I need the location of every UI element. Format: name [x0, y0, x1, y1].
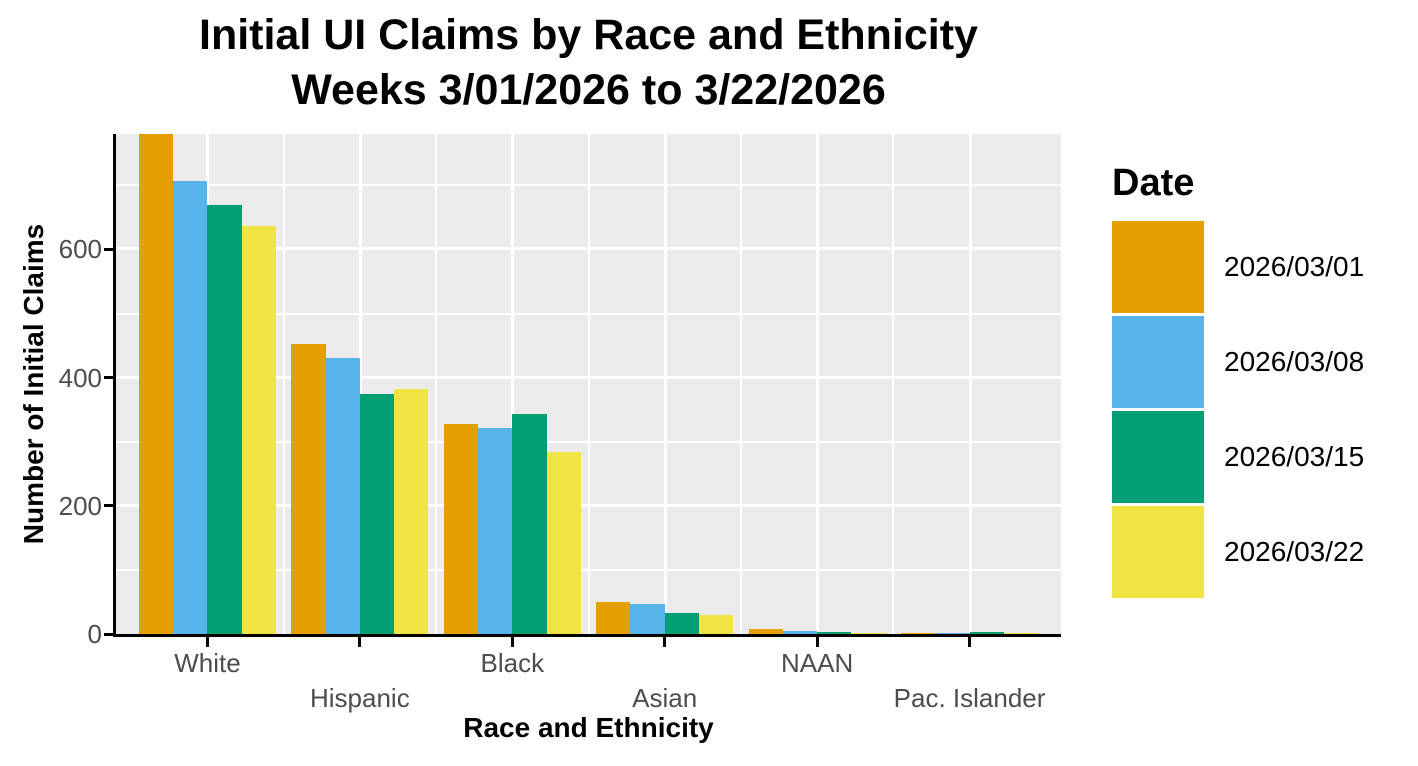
legend-entry: 2026/03/22: [1112, 506, 1412, 598]
bar-hispanic-2026-03-01: [291, 344, 326, 634]
bar-white-2026-03-22: [241, 225, 277, 634]
y-axis-line: [113, 134, 116, 637]
y-tick-label: 600: [58, 234, 102, 265]
y-tick-mark: [104, 247, 114, 251]
bar-asian-2026-03-01: [596, 601, 631, 634]
bar-hispanic-2026-03-15: [359, 394, 395, 634]
x-tick-mark: [205, 637, 209, 647]
x-axis-title: Race and Ethnicity: [463, 712, 714, 743]
y-tick-label: 0: [87, 619, 102, 649]
x-category-label-white: White: [174, 648, 241, 678]
bar-white-2026-03-01: [138, 134, 174, 634]
x-tick-mark: [358, 637, 362, 647]
bar-asian-2026-03-15: [664, 612, 699, 634]
bar-pac-islander-2026-03-22: [1003, 632, 1039, 634]
x-tick-mark: [510, 637, 514, 647]
legend-entry: 2026/03/01: [1112, 221, 1412, 313]
x-tick-mark: [968, 637, 972, 647]
bar-black-2026-03-01: [443, 423, 478, 634]
legend-label: 2026/03/01: [1224, 251, 1365, 282]
bar-white-2026-03-08: [173, 180, 208, 634]
chart-title-line2: Weeks 3/01/2026 to 3/22/2026: [291, 66, 886, 114]
gridline: [892, 134, 895, 634]
gridline: [511, 134, 515, 634]
legend-entry: 2026/03/08: [1112, 316, 1412, 408]
x-axis-line: [113, 634, 1061, 637]
legend-swatch-2026-03-15: [1112, 411, 1204, 503]
gridline: [663, 134, 667, 634]
gridline: [435, 134, 438, 634]
bar-white-2026-03-15: [207, 204, 242, 634]
gridline: [968, 134, 972, 634]
legend-label: 2026/03/22: [1224, 536, 1365, 567]
gridline: [816, 134, 820, 634]
gridline: [739, 134, 742, 634]
bar-naan-2026-03-22: [851, 632, 886, 634]
bar-black-2026-03-08: [477, 427, 513, 634]
bar-hispanic-2026-03-08: [325, 357, 360, 634]
x-category-label-asian: Asian: [632, 683, 698, 713]
legend-swatch-2026-03-08: [1112, 316, 1204, 408]
chart-title: Initial UI Claims by Race and Ethnicity …: [116, 8, 1061, 118]
bar-pac-islander-2026-03-15: [969, 632, 1004, 634]
bar-asian-2026-03-22: [699, 614, 734, 634]
legend-swatch-2026-03-22: [1112, 506, 1204, 598]
legend-label: 2026/03/15: [1224, 441, 1365, 472]
bar-naan-2026-03-01: [748, 628, 783, 634]
x-category-label-hispanic: Hispanic: [310, 683, 410, 713]
bar-asian-2026-03-08: [630, 603, 665, 634]
bar-pac-islander-2026-03-08: [935, 632, 970, 634]
y-tick-label: 200: [58, 490, 102, 521]
bar-black-2026-03-15: [512, 413, 547, 634]
x-category-label-naan: NAAN: [781, 648, 854, 678]
x-tick-mark: [663, 637, 667, 647]
x-category-label-black: Black: [480, 648, 545, 678]
chart-title-line1: Initial UI Claims by Race and Ethnicity: [199, 11, 978, 59]
gridline: [587, 134, 590, 634]
bar-naan-2026-03-15: [817, 632, 852, 634]
gridline: [358, 134, 362, 634]
legend-label: 2026/03/08: [1224, 346, 1365, 377]
y-tick-mark: [104, 376, 114, 380]
gridline: [282, 134, 285, 634]
x-category-label-pac-islander: Pac. Islander: [893, 683, 1046, 713]
y-tick-mark: [104, 504, 114, 508]
legend: Date 2026/03/01 2026/03/08 2026/03/15 20…: [1112, 162, 1412, 601]
bar-pac-islander-2026-03-01: [900, 632, 936, 634]
legend-swatch-2026-03-01: [1112, 221, 1204, 313]
plot-panel: [116, 134, 1061, 634]
legend-entry: 2026/03/15: [1112, 411, 1412, 503]
legend-title: Date: [1112, 162, 1195, 204]
y-tick-mark: [104, 632, 114, 636]
bar-naan-2026-03-08: [782, 631, 818, 634]
bar-black-2026-03-22: [546, 451, 581, 634]
x-tick-mark: [815, 637, 819, 647]
bar-hispanic-2026-03-22: [394, 389, 429, 634]
y-tick-label: 400: [58, 362, 102, 393]
